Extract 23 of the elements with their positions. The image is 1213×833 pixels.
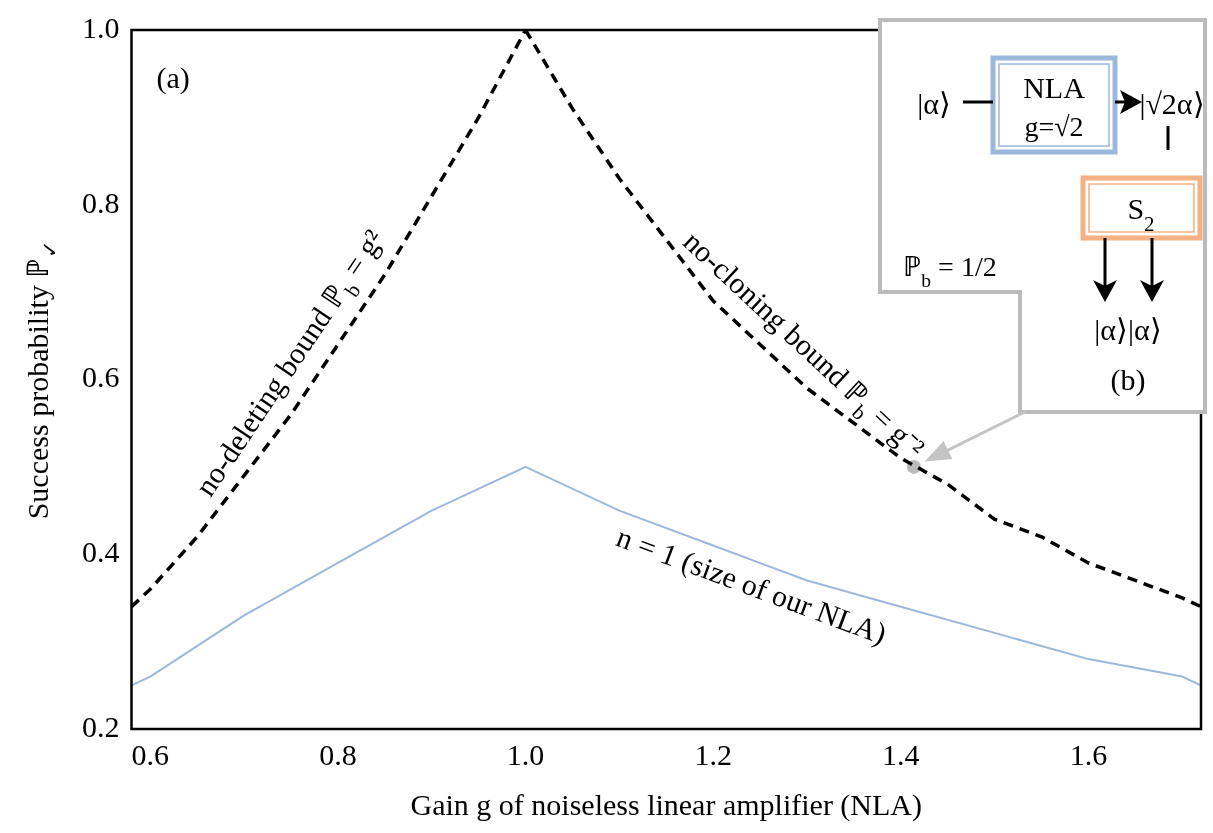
x-tick-label: 1.4: [882, 737, 920, 771]
x-tick-label: 1.0: [506, 737, 545, 771]
annotation: (b): [1110, 363, 1146, 397]
annotation: |α⟩|α⟩: [1094, 313, 1162, 346]
y-axis-title: Success probability ℙ✓: [21, 239, 62, 520]
annotation: |√2α⟩: [1139, 87, 1205, 120]
text: n = 1 (size of our NLA): [612, 519, 892, 652]
annotation: |α⟩: [917, 87, 951, 120]
annotation: g=√2: [1024, 111, 1084, 142]
x-tick-label: 1.2: [694, 737, 732, 771]
x-axis-title: Gain g of noiseless linear amplifier (NLA): [410, 788, 923, 822]
annotation: (a): [156, 61, 190, 95]
annotation: ℙ$_{b}$ = 1/2: [903, 251, 997, 291]
annotation: S$_{2}$: [1127, 192, 1155, 236]
y-tick-label: 0.2: [82, 709, 120, 743]
x-tick-label: 1.6: [1069, 737, 1108, 771]
x-tick-label: 0.6: [131, 737, 170, 771]
x-tick-label: 0.8: [319, 737, 357, 771]
y-tick-label: 0.4: [82, 535, 120, 569]
y-tick-label: 1.0: [82, 10, 120, 44]
y-tick-label: 0.8: [82, 185, 120, 219]
y-tick-label: 0.6: [82, 360, 120, 394]
annotation: NLA: [1023, 71, 1086, 104]
